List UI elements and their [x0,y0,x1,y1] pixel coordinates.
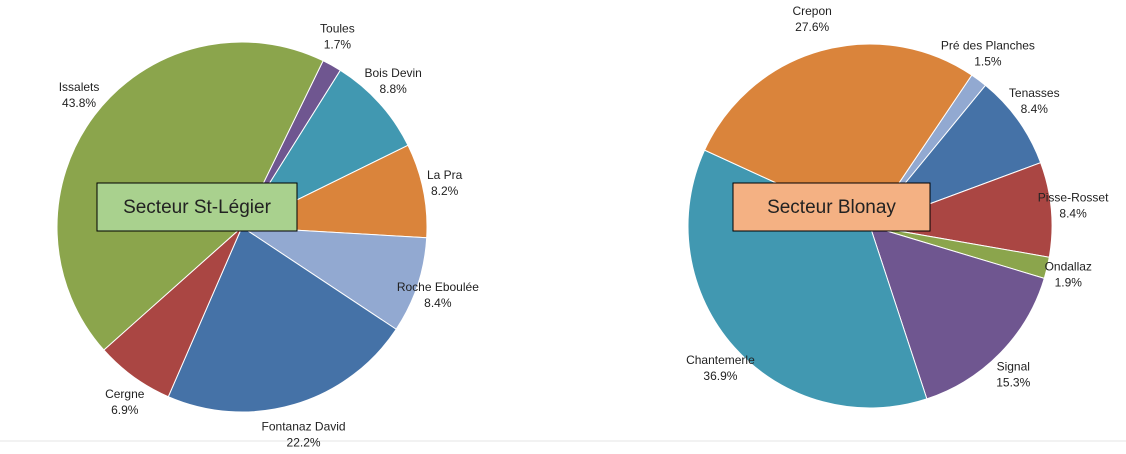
slice-value: 15.3% [996,376,1030,390]
slice-label: Signal [997,360,1030,374]
slice-value: 36.9% [703,369,737,383]
slice-value: 8.4% [1059,207,1087,221]
slice-value: 22.2% [287,435,321,449]
chart-title: Secteur St-Légier [123,197,272,218]
slice-label: Chantemerle [686,353,755,367]
slice-label: Toules [320,21,355,35]
slice-label: Fontanaz David [262,419,346,433]
title-box [96,182,298,232]
title-box [732,182,931,232]
slice-value: 1.5% [974,55,1002,69]
pie-slice [167,226,397,413]
slice-label: Ondallaz [1045,259,1092,273]
slice-value: 27.6% [795,20,829,34]
slice-label: Crepon [792,4,831,18]
slice-value: 8.8% [379,82,407,96]
slice-label: Roche Eboulée [397,280,479,294]
slice-label: Cergne [105,387,145,401]
slice-value: 8.2% [431,184,459,198]
pie-slice [703,43,973,227]
slice-label: Issalets [59,80,100,94]
slice-label: Bois Devin [364,66,421,80]
slice-value: 6.9% [111,403,139,417]
slice-label: Tenasses [1009,86,1060,100]
slice-value: 43.8% [62,96,96,110]
slice-label: Pisse-Rosset [1038,191,1109,205]
slice-value: 1.9% [1055,275,1083,289]
slice-label: Pré des Planches [941,39,1035,53]
slice-value: 8.4% [1021,102,1049,116]
slice-value: 8.4% [424,296,452,310]
slice-label: La Pra [427,168,463,182]
pie-slice [240,226,428,330]
chart-title: Secteur Blonay [767,197,896,218]
slice-value: 1.7% [324,37,352,51]
pie-slice [869,225,1045,400]
